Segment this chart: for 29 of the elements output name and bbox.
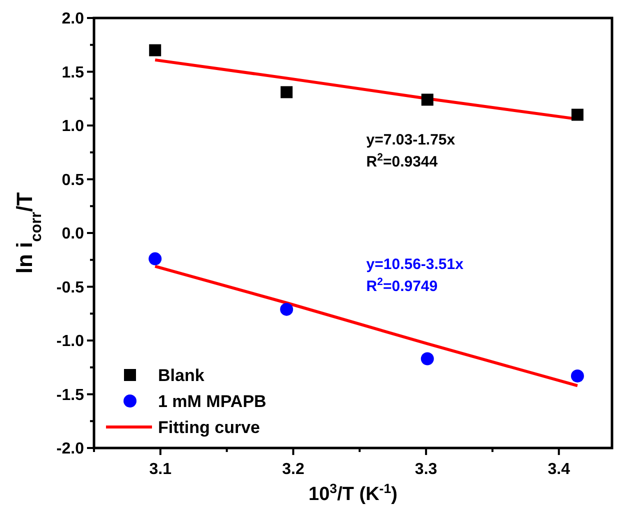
- x-tick-label: 3.3: [414, 461, 438, 478]
- y-tick-label: 0.0: [62, 226, 84, 243]
- y-tick-label: 1.0: [62, 118, 84, 136]
- y-tick-label: -1.5: [56, 386, 84, 404]
- annotation: y=10.56-3.51x: [366, 256, 464, 274]
- y-tick-label: -1.0: [56, 333, 84, 350]
- y-tick-label: -2.0: [56, 440, 84, 458]
- point: [149, 44, 162, 56]
- legend-label: Fitting curve: [158, 418, 260, 437]
- annotation: R$^{2}$=0.9344: [366, 152, 438, 171]
- y-tick-label: 2.0: [62, 10, 84, 28]
- x-tick-label: 3.1: [149, 461, 172, 478]
- annotation: y=7.03-1.75x: [366, 132, 456, 149]
- point: [280, 302, 294, 316]
- x-axis-title: 10$^{3}$/T (K$^{-1}$): [308, 480, 398, 505]
- point: [570, 369, 584, 382]
- point: [148, 252, 162, 266]
- point: [420, 352, 434, 366]
- annotation: R$^{2}$=0.9749: [366, 276, 438, 296]
- point: [280, 86, 293, 98]
- y-tick-label: 1.5: [62, 64, 84, 82]
- legend-label: 1 mM MPAPB: [158, 392, 266, 411]
- point: [421, 94, 434, 106]
- y-tick-label: -0.5: [56, 279, 84, 296]
- x-tick-label: 3.2: [282, 461, 304, 478]
- y-tick-label: 0.5: [62, 172, 84, 189]
- point: [571, 108, 584, 121]
- x-tick-label: 3.4: [548, 461, 570, 478]
- legend-label: Blank: [158, 366, 205, 385]
